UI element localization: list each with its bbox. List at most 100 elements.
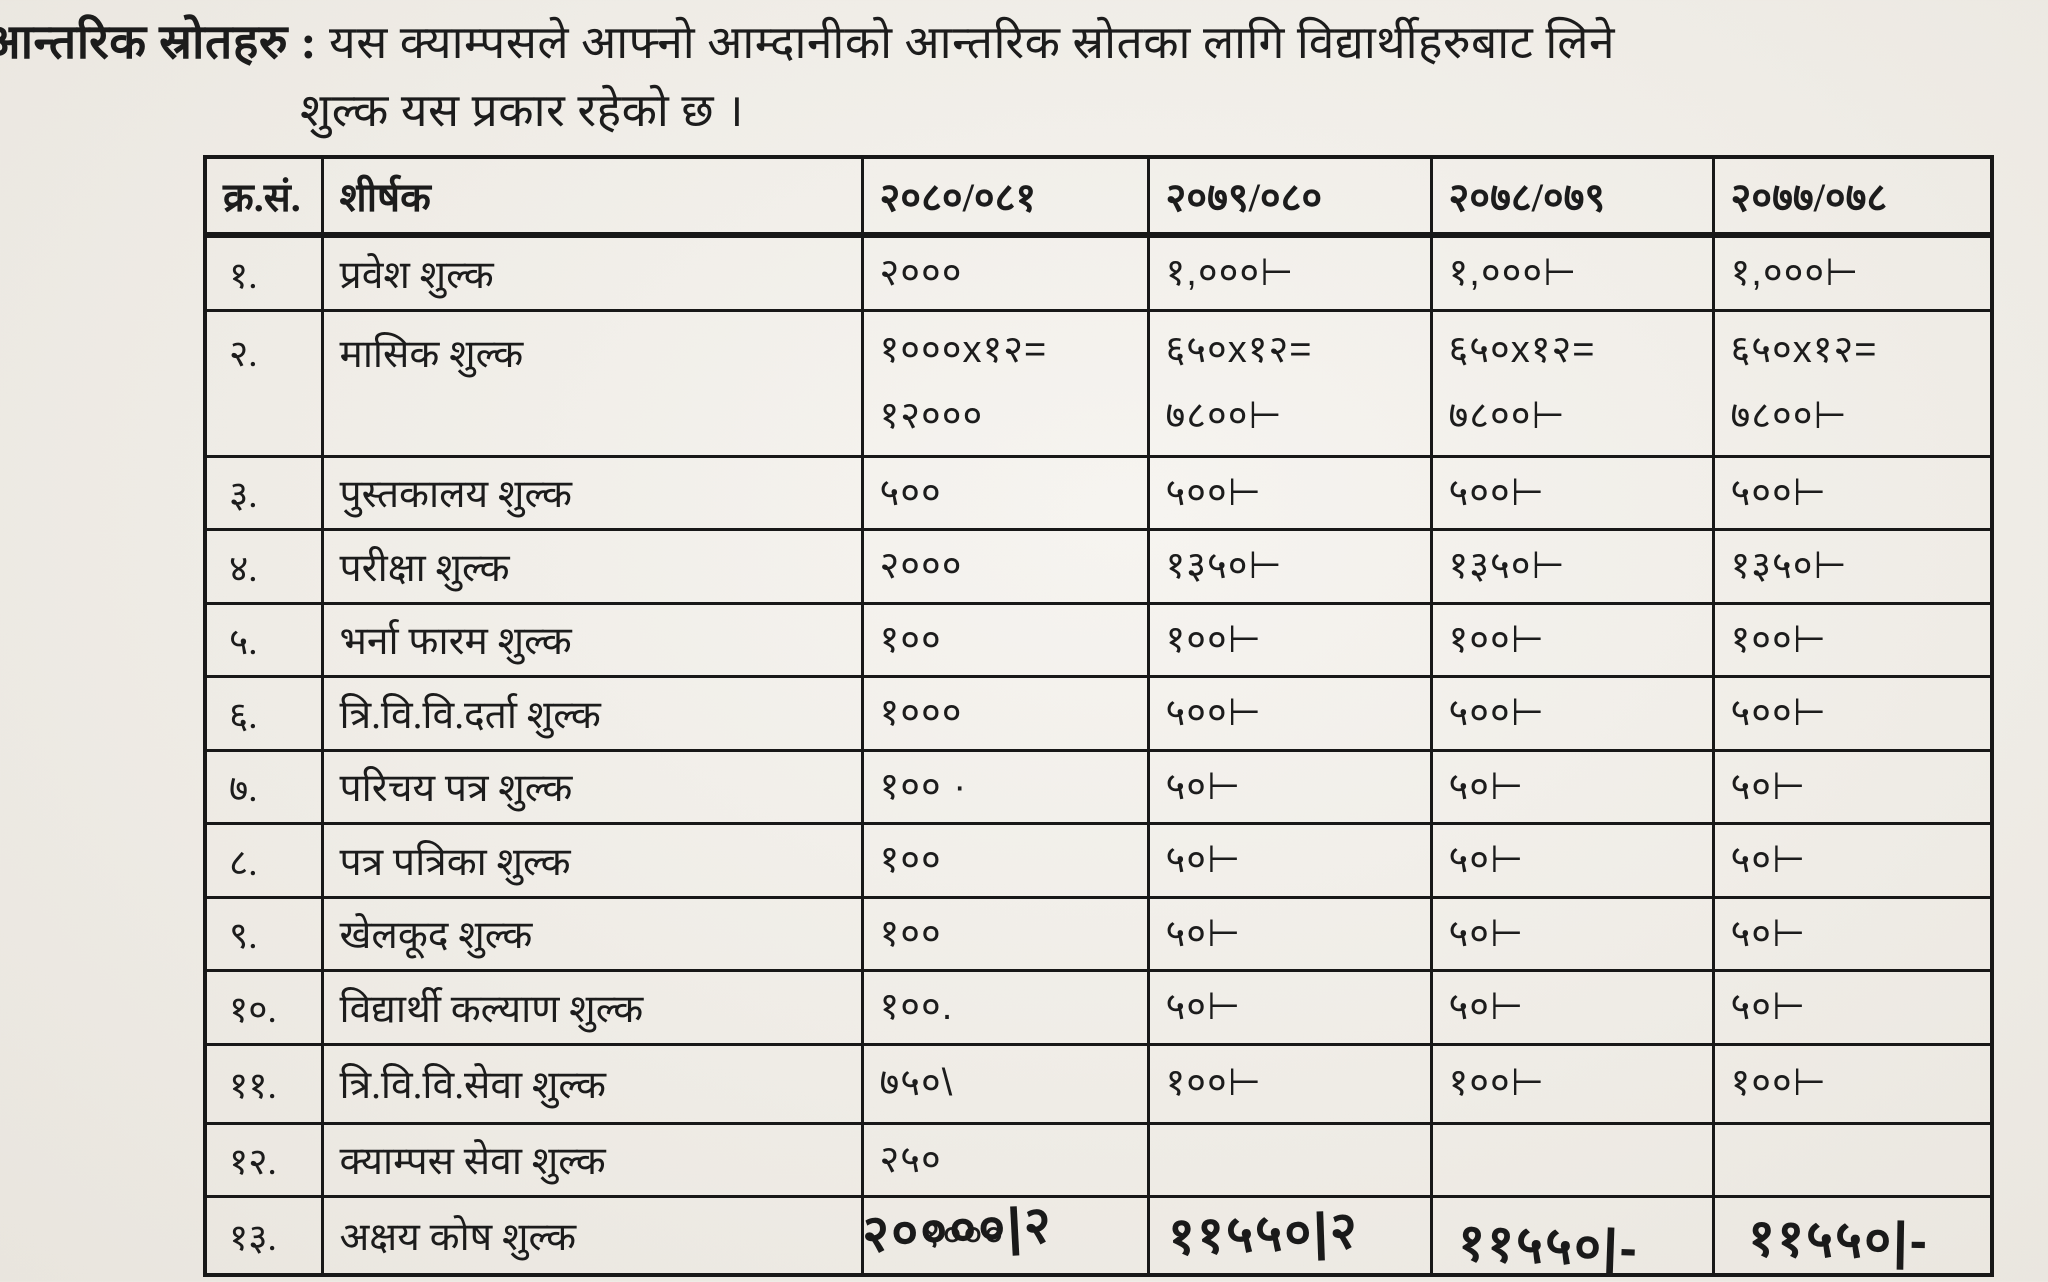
cell-serial: ८. [203, 822, 324, 899]
cell-value: ५०⊢ [1429, 822, 1715, 899]
cell-title: विद्यार्थी कल्याण शुल्क [320, 969, 864, 1046]
cell-value: ६५०x१२= ७८००⊢ [1146, 308, 1433, 458]
cell-value: १,०००⊢ [1711, 233, 1994, 312]
document-heading-line2: शुल्क यस प्रकार रहेको छ । [300, 85, 745, 136]
header-cell-year-2079-080: २०७९/०८० [1146, 155, 1433, 238]
cell-value: १०० [860, 895, 1150, 972]
heading-line1-text: यस क्याम्पसले आफ्नो आम्दानीको आन्तरिक स्… [317, 17, 1615, 68]
cell-title: खेलकूद शुल्क [320, 895, 864, 972]
fees-table: क्र.सं. शीर्षक २०८०/०८१ २०७९/०८० २०७८/०७… [203, 155, 1994, 1277]
cell-value: ५०⊢ [1429, 969, 1715, 1046]
cell-serial: ७. [203, 748, 324, 825]
handwritten-total-2078-079: ११५५०|- [1456, 1213, 1640, 1279]
cell-title: अक्षय कोष शुल्क [320, 1195, 864, 1276]
cell-value: ५०⊢ [1146, 822, 1433, 899]
cell-serial: १३. [203, 1195, 324, 1276]
cell-value: २००० [860, 528, 1150, 605]
cell-serial: १०. [203, 969, 324, 1046]
cell-title: प्रवेश शुल्क [320, 233, 864, 312]
handwritten-total-2080-081: २००००|२ [860, 1196, 1055, 1264]
cell-value: १००⊢ [1146, 601, 1433, 678]
cell-value: ५०⊢ [1146, 895, 1433, 972]
table-row: १३. अक्षय कोष शुल्क १००० [203, 1195, 1994, 1276]
heading-bold-lead: आन्तरिक स्रोतहरु : [0, 16, 318, 69]
table-row: २. मासिक शुल्क १०००x१२= १२००० ६५०x१२= ७८… [203, 308, 1994, 458]
cell-value: ५०० [860, 454, 1150, 531]
cell-value: १००० [860, 675, 1150, 752]
cell-value: ६५०x१२= ७८००⊢ [1711, 308, 1994, 458]
cell-serial: १. [203, 233, 324, 312]
table-row: ४. परीक्षा शुल्क २००० १३५०⊢ १३५०⊢ १३५०⊢ [203, 528, 1994, 605]
table-row: १२. क्याम्पस सेवा शुल्क २५० [203, 1121, 1994, 1198]
table-header-row: क्र.सं. शीर्षक २०८०/०८१ २०७९/०८० २०७८/०७… [203, 155, 1994, 238]
table-row: १. प्रवेश शुल्क २००० १,०००⊢ १,०००⊢ १,०००… [203, 233, 1994, 312]
cell-serial: ६. [203, 675, 324, 752]
cell-value: १,०००⊢ [1146, 233, 1433, 312]
table-row: ८. पत्र पत्रिका शुल्क १०० ५०⊢ ५०⊢ ५०⊢ [203, 822, 1994, 899]
cell-value: ७५०\ [860, 1042, 1150, 1125]
handwritten-total-2077-078: ११५५०|- [1747, 1209, 1930, 1271]
cell-title: मासिक शुल्क [320, 308, 864, 458]
cell-value: १००० [860, 1195, 1150, 1276]
table-row: ११. त्रि.वि.वि.सेवा शुल्क ७५०\ १००⊢ १००⊢… [203, 1042, 1994, 1125]
cell-value: १०० · [860, 748, 1150, 825]
cell-serial: ५. [203, 601, 324, 678]
cell-value: ५०⊢ [1711, 895, 1994, 972]
table-row: ९. खेलकूद शुल्क १०० ५०⊢ ५०⊢ ५०⊢ [203, 895, 1994, 972]
cell-value: १,०००⊢ [1429, 233, 1715, 312]
cell-value: ५००⊢ [1711, 454, 1994, 531]
cell-value: १००⊢ [1711, 1042, 1994, 1125]
cell-value: ५०⊢ [1146, 748, 1433, 825]
table-row: ३. पुस्तकालय शुल्क ५०० ५००⊢ ५००⊢ ५००⊢ [203, 454, 1994, 531]
table-row: ६. त्रि.वि.वि.दर्ता शुल्क १००० ५००⊢ ५००⊢… [203, 675, 1994, 752]
cell-value: १००⊢ [1146, 1042, 1433, 1125]
header-cell-year-2080-081: २०८०/०८१ [860, 155, 1150, 238]
table-row: १०. विद्यार्थी कल्याण शुल्क १००. ५०⊢ ५०⊢… [203, 969, 1994, 1046]
cell-value: १०० [860, 822, 1150, 899]
cell-value: ५००⊢ [1711, 675, 1994, 752]
cell-value: २००० [860, 233, 1150, 312]
cell-value: ५०⊢ [1711, 969, 1994, 1046]
cell-value: १३५०⊢ [1429, 528, 1715, 605]
cell-value: २५० [860, 1121, 1150, 1198]
header-cell-year-2078-079: २०७८/०७९ [1429, 155, 1715, 238]
cell-title: क्याम्पस सेवा शुल्क [320, 1121, 864, 1198]
cell-value: ५००⊢ [1146, 675, 1433, 752]
table-row: ७. परिचय पत्र शुल्क १०० · ५०⊢ ५०⊢ ५०⊢ [203, 748, 1994, 825]
cell-value: १००⊢ [1429, 1042, 1715, 1125]
cell-value: ५०⊢ [1429, 748, 1715, 825]
cell-value: ५००⊢ [1146, 454, 1433, 531]
cell-value: १००⊢ [1429, 601, 1715, 678]
cell-value [1429, 1195, 1715, 1276]
header-cell-year-2077-078: २०७७/०७८ [1711, 155, 1994, 238]
handwritten-total-2079-080: ११५५०|२ [1167, 1201, 1360, 1267]
header-cell-serial: क्र.सं. [203, 155, 324, 238]
document-heading-line1: आन्तरिक स्रोतहरु : यस क्याम्पसले आफ्नो आ… [0, 8, 2044, 73]
cell-value: ५००⊢ [1429, 675, 1715, 752]
cell-value [1429, 1121, 1715, 1198]
cell-serial: १२. [203, 1121, 324, 1198]
cell-value: ५०⊢ [1711, 822, 1994, 899]
cell-value [1146, 1195, 1433, 1276]
cell-title: त्रि.वि.वि.सेवा शुल्क [320, 1042, 864, 1125]
cell-value [1146, 1121, 1433, 1198]
cell-serial: २. [203, 308, 324, 458]
cell-title: परीक्षा शुल्क [320, 528, 864, 605]
cell-value: ५०⊢ [1146, 969, 1433, 1046]
cell-title: भर्ना फारम शुल्क [320, 601, 864, 678]
cell-serial: ९. [203, 895, 324, 972]
cell-value: १३५०⊢ [1711, 528, 1994, 605]
header-cell-title: शीर्षक [320, 155, 864, 238]
cell-value: ६५०x१२= ७८००⊢ [1429, 308, 1715, 458]
cell-title: पुस्तकालय शुल्क [320, 454, 864, 531]
cell-title: परिचय पत्र शुल्क [320, 748, 864, 825]
cell-serial: ११. [203, 1042, 324, 1125]
cell-serial: ३. [203, 454, 324, 531]
cell-value: १००. [860, 969, 1150, 1046]
cell-value: ५०⊢ [1711, 748, 1994, 825]
cell-title: पत्र पत्रिका शुल्क [320, 822, 864, 899]
cell-title: त्रि.वि.वि.दर्ता शुल्क [320, 675, 864, 752]
cell-value: १००⊢ [1711, 601, 1994, 678]
cell-value: १०० [860, 601, 1150, 678]
cell-value: १३५०⊢ [1146, 528, 1433, 605]
